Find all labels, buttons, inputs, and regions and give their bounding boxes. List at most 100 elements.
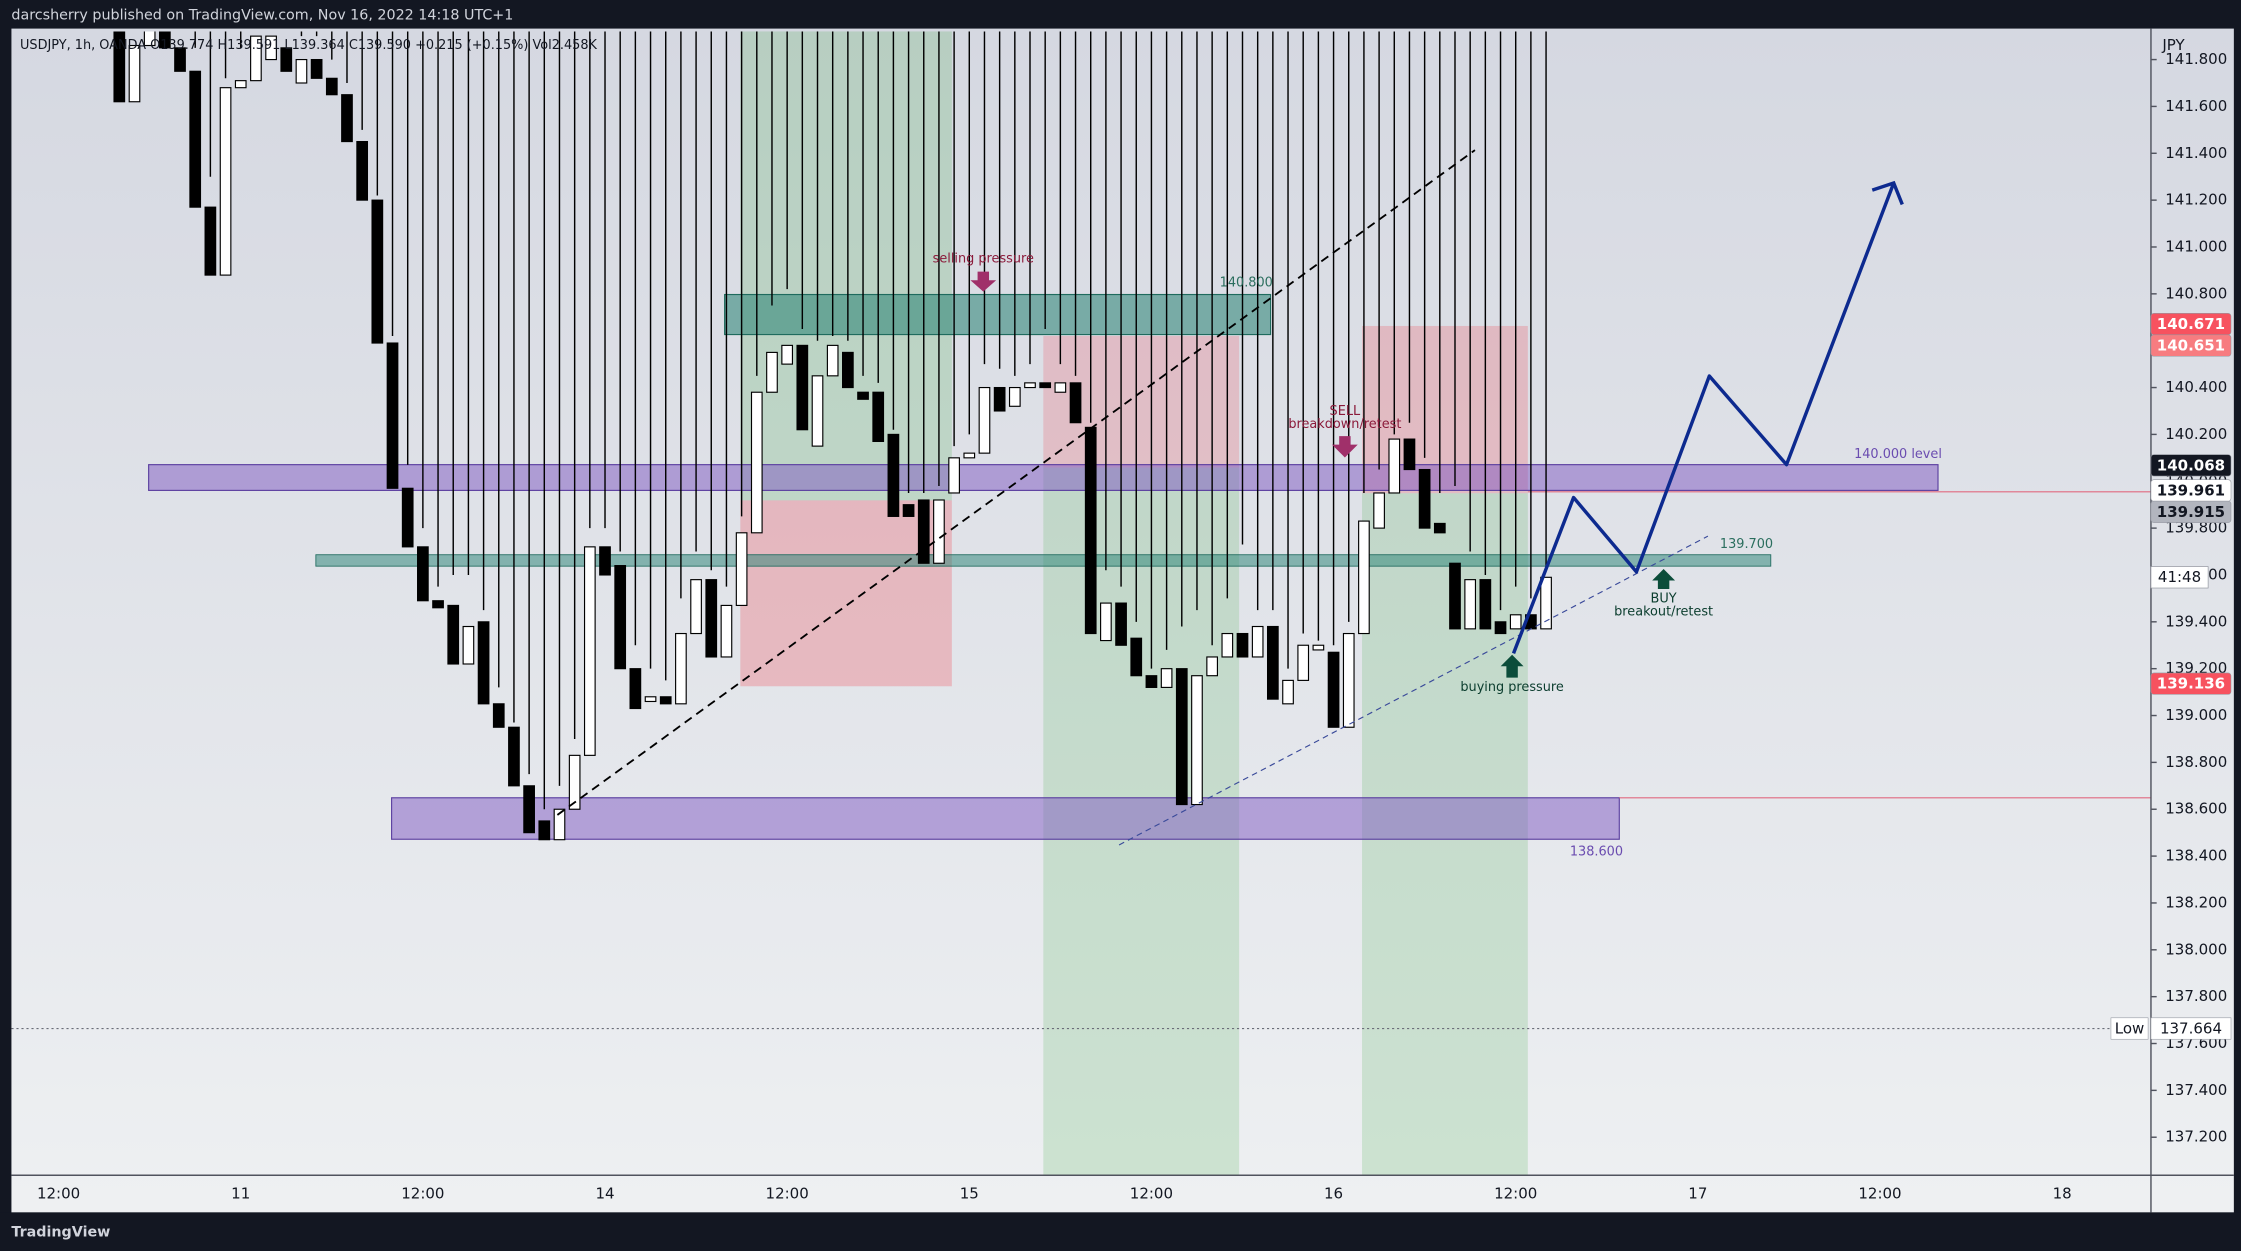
candle-body: [1327, 651, 1340, 728]
candle-body: [1297, 644, 1310, 681]
candle-body: [462, 625, 475, 665]
candle-body: [1039, 382, 1052, 389]
candle-body: [766, 351, 778, 393]
y-tick-label: 140.200: [2165, 425, 2227, 443]
candles: [11, 31, 2113, 1030]
candle-body: [1008, 386, 1021, 407]
candle-body: [887, 433, 900, 517]
support-band: [315, 554, 1772, 567]
price-tag-label: 139.961: [2157, 481, 2225, 499]
candle-body: [690, 579, 702, 635]
x-tick-label: 11: [231, 1184, 250, 1202]
y-tick-label: 141.800: [2165, 50, 2227, 68]
candle-body: [219, 87, 232, 276]
footer-bar: [0, 1212, 2241, 1251]
candle-body: [568, 754, 581, 810]
candle-body: [128, 44, 141, 103]
candle-body: [1266, 625, 1279, 700]
candle-body: [796, 344, 809, 431]
candle-body: [189, 70, 202, 208]
candle-body: [599, 546, 611, 576]
candle-body: [553, 808, 566, 841]
low-tag-label: 137.664: [2160, 1019, 2222, 1037]
candle-body: [629, 668, 642, 710]
candle-body: [781, 344, 794, 365]
candle-body: [720, 604, 733, 658]
candle-body: [1449, 562, 1461, 630]
price-tag-label: 140.651: [2157, 336, 2225, 354]
x-tick-label: 12:00: [1494, 1184, 1537, 1202]
price-tag: [2150, 672, 2232, 695]
price-tag-label: 140.671: [2157, 315, 2225, 333]
y-axis-label: JPY: [2161, 36, 2185, 54]
candle-body: [538, 820, 551, 841]
y-tick-label: 137.800: [2165, 987, 2227, 1005]
price-tag-label: 139.136: [2157, 675, 2225, 693]
candle-body: [1160, 668, 1173, 688]
x-tick-label: 12:00: [1130, 1184, 1173, 1202]
candle-body: [417, 546, 429, 602]
candle-body: [158, 31, 171, 49]
candle-body: [341, 94, 353, 143]
candle-body: [993, 386, 1006, 412]
arrow-down: [1332, 436, 1358, 458]
candle-body: [583, 546, 596, 756]
candle-body: [1509, 614, 1522, 630]
arrow-up: [1500, 654, 1524, 678]
y-tick-label: 139.800: [2165, 519, 2227, 537]
candle-body: [492, 703, 505, 728]
candle-body: [1069, 382, 1082, 424]
x-tick-label: 17: [1688, 1184, 1707, 1202]
candle-body: [1464, 579, 1477, 630]
arrow-up: [1652, 569, 1676, 590]
x-tick-label: 12:00: [401, 1184, 444, 1202]
candle-body: [948, 457, 960, 494]
candle-body: [113, 31, 126, 103]
axes: JPY 137.200137.400137.600137.800138.0001…: [11, 28, 2234, 1213]
y-tick-label: 139.400: [2165, 612, 2227, 630]
x-tick-label: 12:00: [766, 1184, 809, 1202]
annotation: BUY: [1651, 592, 1677, 607]
brand: TradingView: [11, 1224, 110, 1240]
candle-body: [1403, 438, 1416, 471]
level-label: 140.800: [1220, 276, 1273, 291]
candle-body: [401, 487, 414, 548]
candle-body: [356, 140, 369, 201]
candle-body: [143, 31, 156, 47]
symbol-legend: USDJPY, 1h, OANDA O139.774 H139.591 L139…: [20, 38, 598, 53]
candle-body: [310, 58, 323, 79]
candle-body: [917, 499, 930, 564]
candle-body: [432, 600, 444, 609]
candle-body: [1433, 522, 1446, 534]
candle-body: [371, 199, 384, 344]
candle-body: [1312, 644, 1325, 651]
candle-body: [1191, 675, 1203, 806]
low-name-box: [2110, 1017, 2149, 1040]
candle-body: [477, 621, 490, 705]
y-tick-label: 139.000: [2165, 706, 2227, 724]
countdown-box: [2150, 566, 2209, 589]
candle-body: [1540, 576, 1552, 630]
zone-red: [740, 500, 952, 687]
candle-body: [659, 696, 672, 705]
candle-body: [735, 532, 748, 606]
projection-path: [1511, 182, 1896, 654]
candle-body: [1373, 492, 1385, 529]
level-label: 140.000 level: [1854, 447, 1942, 462]
candle-body: [1206, 656, 1219, 677]
annotation: selling pressure: [933, 251, 1034, 266]
candle-body: [1054, 382, 1067, 393]
candle-body: [1115, 602, 1127, 646]
candle-body: [933, 499, 945, 564]
low-name: Low: [2115, 1019, 2145, 1037]
level-label: 138.600: [1570, 845, 1623, 860]
candle-body: [675, 632, 687, 705]
price-tag-label: 139.915: [2157, 503, 2225, 521]
trend-line: [556, 149, 1476, 816]
candle-body: [857, 391, 869, 400]
y-tick-label: 138.800: [2165, 753, 2227, 771]
annotation: breakout/retest: [1614, 604, 1713, 619]
publisher: darcsherry published on TradingView.com,…: [11, 8, 513, 24]
candle-body: [523, 785, 535, 834]
